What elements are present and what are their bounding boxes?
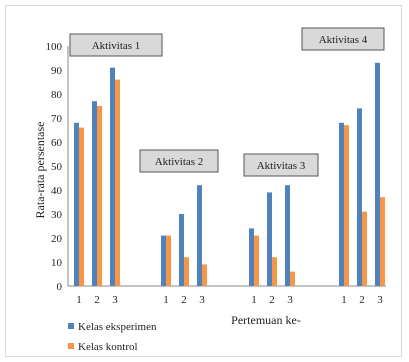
bar-kontrol — [254, 235, 259, 286]
bar-kontrol — [362, 211, 367, 286]
legend-label: Kelas eksperimen — [78, 321, 157, 333]
bar-kontrol — [115, 79, 120, 286]
x-tick-label: 2 — [94, 294, 100, 306]
x-tick-label: 3 — [199, 294, 205, 306]
bar-eksperimen — [179, 214, 184, 286]
legend: Kelas eksperimen Kelas kontrol — [68, 321, 157, 353]
bar-eksperimen — [339, 122, 344, 286]
bar-kontrol — [380, 197, 385, 286]
x-tick-label: 1 — [163, 294, 169, 306]
y-tick-label: 70 — [51, 113, 63, 125]
x-tick-label: 1 — [341, 294, 347, 306]
bar-kontrol — [97, 106, 102, 286]
legend-swatch — [68, 323, 74, 329]
bar-eksperimen — [375, 62, 380, 286]
legend-label: Kelas kontrol — [78, 341, 138, 353]
bar-kontrol — [202, 264, 207, 286]
group-label: Aktivitas 2 — [155, 156, 204, 168]
y-tick-label: 0 — [57, 281, 63, 293]
bar-eksperimen — [357, 108, 362, 287]
x-tick-label: 2 — [269, 294, 275, 306]
bar-chart: Rata-rata persentase 0 10 20 30 40 50 60 70 80 90… — [33, 27, 386, 353]
x-tick-label: 3 — [287, 294, 293, 306]
x-tick-label: 1 — [251, 294, 257, 306]
y-axis-label: Rata-rata persentase — [33, 122, 47, 219]
group-label: Aktivitas 1 — [92, 40, 141, 52]
y-tick-label: 50 — [51, 161, 63, 173]
bar-eksperimen — [161, 235, 166, 286]
bar-eksperimen — [74, 122, 79, 286]
x-axis-label: Pertemuan ke- — [231, 313, 301, 327]
bar-kontrol — [79, 127, 84, 286]
y-tick-label: 40 — [51, 185, 63, 197]
bar-kontrol — [344, 125, 349, 286]
bar-kontrol — [184, 257, 189, 286]
group-label-box — [243, 153, 319, 177]
chart-figure: Rata-rata persentase 0 10 20 30 40 50 60 70 80 90… — [5, 5, 402, 357]
bar-eksperimen — [197, 185, 202, 286]
x-tick-label: 3 — [112, 294, 118, 306]
bar-kontrol — [272, 257, 277, 286]
x-tick-label: 3 — [377, 294, 383, 306]
bar-kontrol — [166, 235, 171, 286]
bar-eksperimen — [110, 67, 115, 286]
x-tick-label: 2 — [359, 294, 365, 306]
legend-swatch — [68, 343, 74, 349]
bar-eksperimen — [249, 228, 254, 286]
y-tick-label: 90 — [51, 65, 63, 77]
group-label-boxes: Aktivitas 1 Aktivitas 2 Aktivitas 3 Aktivit… — [69, 27, 385, 177]
y-tick-label: 10 — [51, 257, 63, 269]
group-label-box — [69, 33, 163, 57]
y-tick-label: 80 — [51, 89, 63, 101]
y-tick-label: 100 — [46, 41, 63, 53]
y-tick-label: 60 — [51, 137, 63, 149]
y-tick-label: 20 — [51, 233, 63, 245]
group-label-box — [301, 27, 385, 51]
group-label: Aktivitas 4 — [319, 34, 368, 46]
bar-eksperimen — [285, 185, 290, 286]
bar-eksperimen — [92, 101, 97, 286]
group-label-box — [139, 149, 219, 173]
x-tick-label: 2 — [181, 294, 187, 306]
bar-kontrol — [290, 271, 295, 286]
y-tick-label: 30 — [51, 209, 63, 221]
y-tick-labels: 0 10 20 30 40 50 60 70 80 90 100 — [46, 41, 63, 293]
bar-series — [74, 62, 385, 287]
bar-eksperimen — [267, 192, 272, 286]
group-label: Aktivitas 3 — [257, 160, 306, 172]
x-tick-label: 1 — [76, 294, 82, 306]
